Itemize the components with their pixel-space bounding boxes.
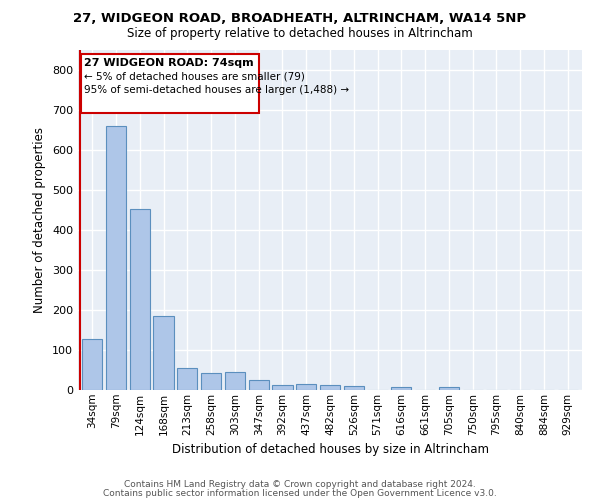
Bar bbox=[154, 316, 173, 390]
Bar bbox=[106, 126, 126, 390]
Bar bbox=[248, 380, 269, 390]
Text: Contains HM Land Registry data © Crown copyright and database right 2024.: Contains HM Land Registry data © Crown c… bbox=[124, 480, 476, 489]
Bar bbox=[82, 339, 103, 390]
Bar bbox=[201, 373, 221, 390]
Text: Contains public sector information licensed under the Open Government Licence v3: Contains public sector information licen… bbox=[103, 489, 497, 498]
Text: 27, WIDGEON ROAD, BROADHEATH, ALTRINCHAM, WA14 5NP: 27, WIDGEON ROAD, BROADHEATH, ALTRINCHAM… bbox=[73, 12, 527, 26]
Bar bbox=[320, 385, 340, 390]
Bar bbox=[296, 384, 316, 390]
Text: Size of property relative to detached houses in Altrincham: Size of property relative to detached ho… bbox=[127, 28, 473, 40]
FancyBboxPatch shape bbox=[81, 54, 259, 113]
Bar bbox=[344, 386, 364, 390]
Bar bbox=[130, 209, 150, 390]
X-axis label: Distribution of detached houses by size in Altrincham: Distribution of detached houses by size … bbox=[172, 443, 488, 456]
Bar bbox=[225, 372, 245, 390]
Bar bbox=[439, 387, 459, 390]
Y-axis label: Number of detached properties: Number of detached properties bbox=[34, 127, 46, 313]
Bar bbox=[177, 368, 197, 390]
Text: ← 5% of detached houses are smaller (79): ← 5% of detached houses are smaller (79) bbox=[85, 72, 305, 82]
Bar bbox=[391, 387, 412, 390]
Text: 95% of semi-detached houses are larger (1,488) →: 95% of semi-detached houses are larger (… bbox=[85, 85, 350, 95]
Text: 27 WIDGEON ROAD: 74sqm: 27 WIDGEON ROAD: 74sqm bbox=[85, 58, 254, 68]
Bar bbox=[272, 385, 293, 390]
